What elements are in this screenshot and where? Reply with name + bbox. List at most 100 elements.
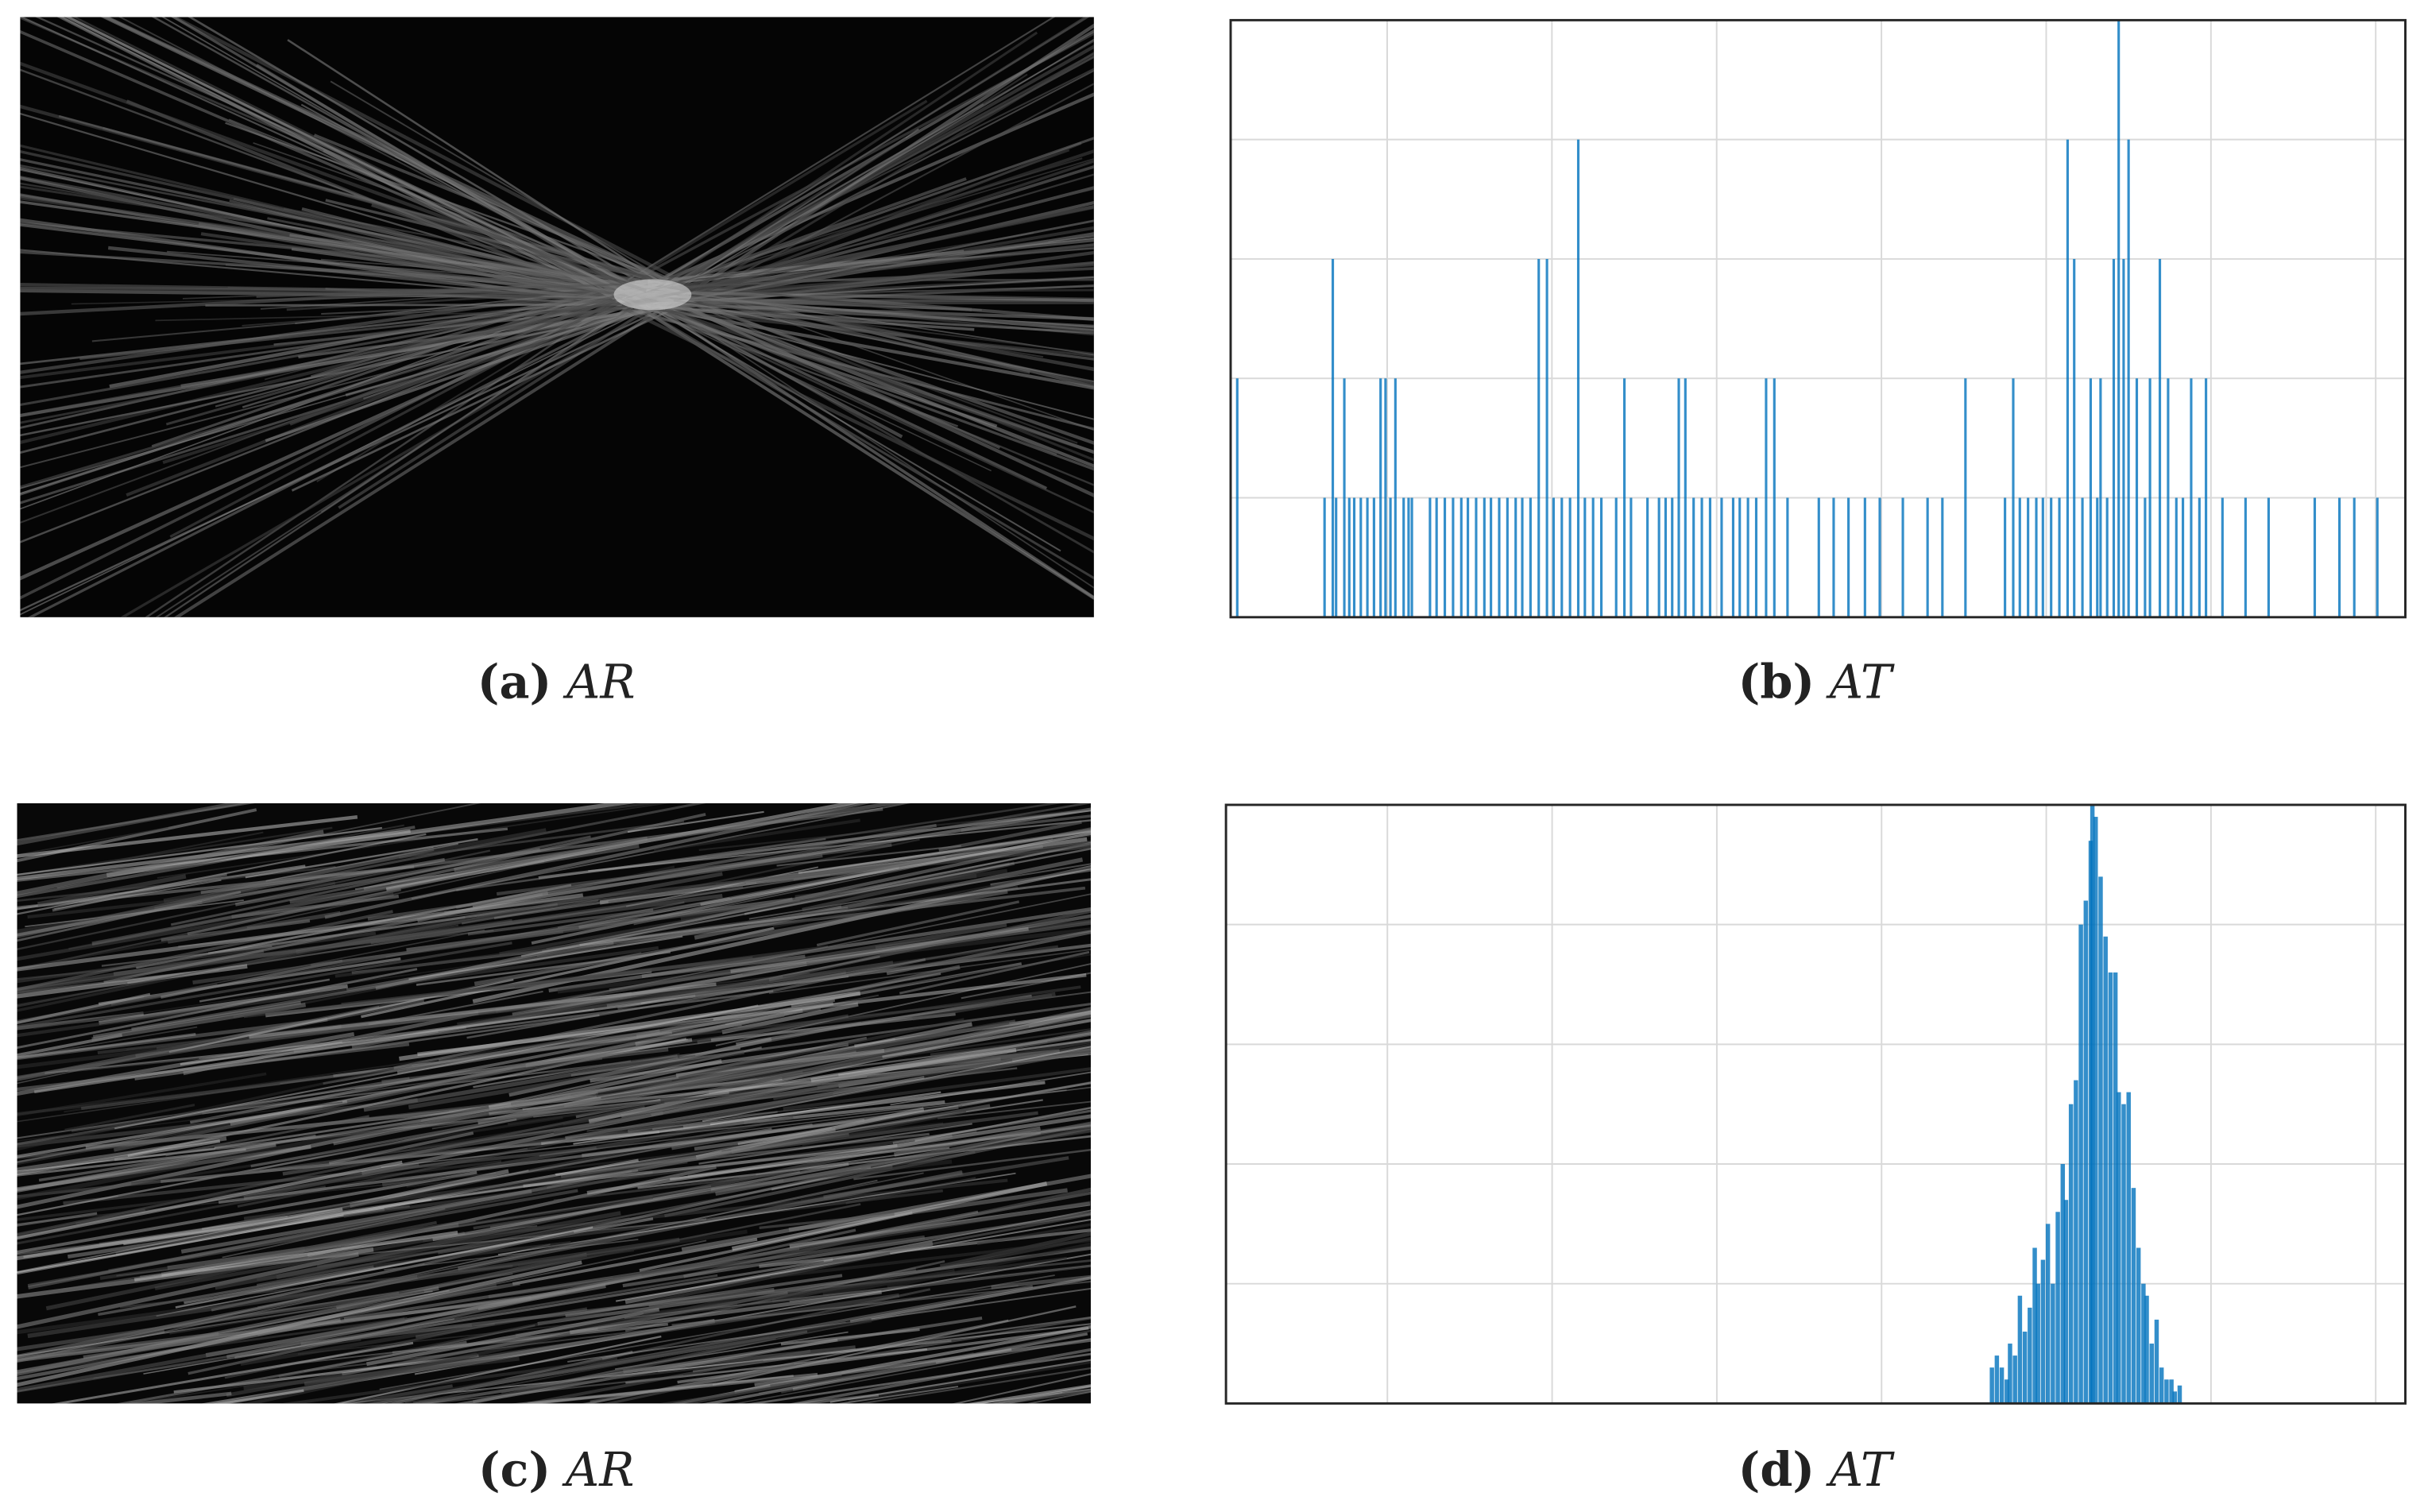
texture-line [565,1076,925,1140]
texture-line [17,945,659,1038]
texture-line [848,1360,1091,1402]
texture-line [642,301,1094,420]
bar [2074,1080,2078,1404]
texture-line [655,137,907,300]
texture-line [257,1172,924,1309]
texture-line [375,845,1044,990]
bar [2338,497,2341,617]
texture-line [169,1290,425,1335]
bar [1235,378,1239,617]
bar [1475,497,1478,617]
texture-line [287,39,661,284]
texture-line [663,173,1094,303]
texture-line [674,52,1094,307]
texture-line [890,1071,1091,1106]
texture-line [17,1098,418,1148]
texture-line [379,1274,1055,1390]
texture-line [625,301,1094,390]
texture-line [393,958,926,1069]
texture-line [961,814,1091,832]
bar [1664,497,1667,617]
texture-line [816,900,1020,947]
caption-tag: (b) [1738,654,1815,709]
texture-line [350,1231,574,1280]
texture-line [590,1317,1091,1403]
texture-line [20,302,669,489]
texture-line [759,1228,1091,1268]
bar [1994,1355,2000,1404]
texture-line [630,32,1094,283]
texture-line [20,68,639,300]
texture-line [398,820,685,859]
texture-line [856,1367,1091,1404]
texture-line [663,23,1094,311]
bar [1692,497,1695,617]
texture-line [657,289,1094,445]
texture-line [695,1107,925,1160]
bar [1335,497,1338,617]
bar [2096,497,2099,617]
texture-line [754,1338,1091,1387]
texture-line [183,1011,479,1076]
bar [2126,1092,2131,1404]
bar [2090,804,2095,1404]
texture-line [20,284,647,600]
bar [1591,497,1595,617]
bar [2112,258,2116,617]
bar [1352,497,1356,617]
bar [1623,378,1626,617]
bar [2098,876,2103,1404]
texture-line [823,1209,1091,1263]
texture-line [408,935,683,980]
texture-line [627,17,1056,281]
texture-line [991,1274,1091,1290]
bar [1514,497,1517,617]
bar [2313,497,2317,617]
texture-line [171,17,680,282]
bar [1901,497,1904,617]
texture-line [438,1217,631,1255]
texture-line [17,1100,348,1158]
bar [2149,1344,2154,1404]
texture-line [650,219,1094,309]
texture-line [27,302,647,617]
texture-line [439,1007,822,1062]
texture-line [976,1223,1091,1246]
bar [2164,1379,2169,1404]
texture-line [961,972,1091,1000]
texture-line [655,293,1001,450]
bar [2175,497,2178,617]
texture-line [853,1148,1091,1181]
texture-line [731,1181,1048,1251]
bar [1599,497,1603,617]
bar [2159,1367,2164,1404]
texture-line [17,1282,520,1375]
texture-line [37,874,187,907]
texture-line [627,810,764,833]
texture-line [300,1287,775,1347]
bar [2018,497,2021,617]
texture-line [651,304,1094,514]
bar [1657,497,1660,617]
bar [1847,497,1850,617]
bar [2073,258,2076,617]
bar [1941,497,1944,617]
texture-line [226,1274,642,1359]
texture-line [700,832,1091,906]
texture-line [640,292,1094,454]
texture-line [173,305,667,617]
texture-line [282,1057,1001,1176]
texture-line [644,306,992,472]
texture-line [205,303,628,307]
bar [1407,497,1410,617]
bar [2169,1379,2174,1404]
bar [1708,497,1711,617]
bar [1731,497,1735,617]
texture-line [642,188,1094,296]
texture-line [17,1170,477,1254]
caption-text: AR [562,1443,635,1497]
texture-line [52,872,228,912]
texture-line [845,1177,976,1205]
texture-line [234,847,541,907]
texture-line [569,994,1053,1050]
